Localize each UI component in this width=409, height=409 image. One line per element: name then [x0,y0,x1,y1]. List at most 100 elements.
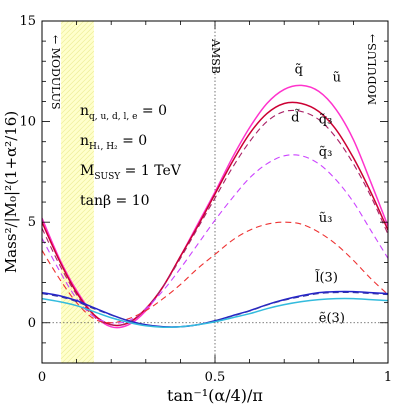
shade-hatch [60,130,95,165]
shade-hatch [60,210,95,245]
shade-hatch [60,310,95,345]
shade-hatch [60,220,95,255]
series-line-3 [42,154,388,324]
modulus-right-label: MODULUS→ [366,34,379,105]
shade-hatch [60,21,65,25]
y-tick-label: 15 [19,14,36,29]
shade-hatch [60,315,95,350]
curve-label: ẽ(3) [319,311,345,326]
shade-hatch [60,21,95,55]
shade-hatch [60,160,95,195]
series-line-4 [42,221,388,324]
shade-hatch [60,165,95,200]
shade-hatch [60,80,95,115]
shade-hatch [60,55,95,90]
param-label: nH₁, H₂ = 0 [80,133,147,152]
shade-hatch [60,120,95,155]
shade-hatch [60,325,95,360]
shade-hatch [60,225,95,260]
param-label: tanβ = 10 [80,193,150,209]
series-line-7 [42,297,388,329]
shade-hatch [60,110,95,145]
shade-hatch [60,21,70,30]
amsb-label: AMSB [209,38,222,74]
shade-hatch [60,295,95,330]
shade-hatch [60,200,95,235]
y-tick-label: 5 [28,215,36,230]
shade-hatch [60,205,95,240]
shade-hatch [60,230,95,265]
series-line-5 [42,290,388,328]
shade-hatch [60,30,95,65]
shade-hatch [60,105,95,140]
curve-label: d̃ [291,109,299,126]
modulus-left-label: ← MODULUS [49,35,62,110]
shade-hatch [60,125,95,160]
shade-hatch [60,60,95,95]
shade-hatch [60,70,95,105]
param-label: nq, u, d, l, e = 0 [80,103,167,122]
series-line-1 [42,101,388,327]
shade-hatch [60,235,95,270]
x-axis-label: tan⁻¹(α/4)/π [167,386,263,405]
shade-hatch [60,75,95,110]
shade-hatch [60,40,95,75]
shade-hatch [60,170,95,205]
x-tick-label: 0.5 [205,370,226,385]
shade-hatch [60,100,95,135]
shade-hatch [60,25,95,60]
series-layer [42,84,388,329]
shade-hatch [60,135,95,170]
shade-hatch [60,21,85,45]
annotation-layer: ← MODULUS MODULUS→ nq, u, d, l, e = 0 nH₁, … [49,34,379,326]
shade-hatch [60,140,95,175]
shade-hatch [60,265,95,300]
shade-hatch [60,180,95,215]
shade-hatch [60,21,75,35]
param-label: MSUSY = 1 TeV [80,163,182,182]
series-line-2 [42,109,388,326]
shade-hatch [60,215,95,250]
shade-hatch [60,280,95,315]
shade-hatch [60,175,95,210]
curve-label: q̃₃ [319,113,333,128]
shade-hatch [60,21,80,40]
curve-label: ũ [333,70,341,85]
y-axis-label: Mass²/|M₀|²(1+α²/16) [2,111,20,273]
shade-hatch [60,45,95,80]
shade-hatch [60,195,95,230]
shade-hatch [81,350,95,363]
curve-label: q̃ [295,62,303,77]
shade-hatch [86,355,95,363]
shade-hatch [60,190,95,225]
shade-hatch [60,85,95,120]
x-tick-label: 0 [38,370,46,385]
shade-hatch [71,340,95,363]
shade-hatch [76,345,95,363]
x-tick-label: 1 [384,370,392,385]
shade-hatch [60,50,95,85]
shade-hatch [60,145,95,180]
shade-hatch [60,65,95,100]
shade-hatch [61,0,94,14]
shade-hatch [91,360,95,363]
y-tick-label: 10 [19,115,36,130]
shade-hatch [60,115,95,150]
shade-hatch [61,330,95,363]
shade-hatch [60,155,95,190]
shade-hatch [60,240,95,275]
shade-hatch [60,35,95,70]
shade-hatch [60,185,95,220]
shade-hatch [60,320,95,355]
y-tick-label: 0 [28,316,36,331]
reference-lines: AMSB [42,21,388,363]
shade-hatch [60,150,95,185]
curve-label: q̃₃ [319,145,333,160]
shade-hatch [60,90,95,125]
shade-hatch [60,95,95,130]
curve-label: l̃(3) [315,269,338,286]
curve-label: ũ₃ [319,211,333,226]
shade-hatch [60,300,95,335]
